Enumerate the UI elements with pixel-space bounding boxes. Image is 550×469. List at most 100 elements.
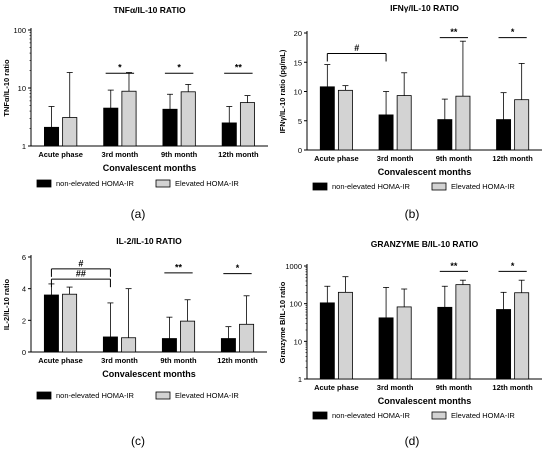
y-tick-label: 10	[18, 84, 26, 93]
significance-marker: **	[450, 27, 458, 37]
significance-marker: *	[177, 63, 181, 73]
bar	[437, 119, 453, 151]
bar	[43, 294, 59, 353]
y-axis-label: IL-2/IL-10 ratio	[2, 278, 11, 330]
y-tick-label: 5	[298, 117, 302, 126]
legend: non-elevated HOMA-IR Elevated HOMA-IR	[36, 391, 239, 400]
x-tick-label: 9th month	[160, 356, 197, 365]
legend-swatch	[312, 411, 328, 420]
y-tick-label: 15	[294, 58, 302, 67]
x-tick-label: 12th month	[492, 154, 533, 163]
bar	[455, 95, 471, 151]
chart-title: IFNγ/IL-10 RATIO	[390, 3, 459, 13]
y-tick-label: 0	[22, 348, 26, 357]
y-tick-label: 1000	[285, 262, 302, 271]
bar	[319, 302, 335, 380]
x-tick-label: 12th month	[492, 383, 533, 392]
y-tick-label: 100	[289, 300, 302, 309]
panel-label: (d)	[405, 434, 420, 448]
x-axis-label: Convalescent months	[378, 396, 472, 406]
bar	[121, 90, 137, 147]
x-tick-label: 9th month	[436, 383, 473, 392]
x-tick-label: 12th month	[218, 150, 259, 159]
y-tick-label: 20	[294, 29, 302, 38]
x-tick-label: 9th month	[436, 154, 473, 163]
bar	[239, 323, 255, 353]
significance-marker: **	[235, 63, 243, 73]
bar	[44, 126, 60, 147]
chart-panel-3: IL-2/IL-10 RATIO 0 2 4 6 IL-2/IL-10 ratio Acut…	[2, 236, 267, 448]
legend-label: non-elevated HOMA-IR	[332, 411, 411, 420]
chart-panel-4: GRANZYME B/IL-10 RATIO 1 10 100 1000 Granzyme…	[278, 239, 542, 448]
significance-marker: *	[511, 27, 515, 37]
bar	[319, 86, 335, 151]
bar	[180, 320, 196, 353]
x-axis-label: Convalescent months	[103, 163, 197, 173]
y-tick-label: 100	[13, 26, 26, 35]
y-tick-label: 4	[22, 285, 26, 294]
legend-swatch	[36, 391, 52, 400]
bar	[378, 114, 394, 151]
y-axis-label: TNFα/IL-10 ratio	[2, 59, 11, 117]
chart-title: GRANZYME B/IL-10 RATIO	[371, 239, 479, 249]
y-tick-label: 1	[22, 142, 26, 151]
bar	[102, 336, 118, 353]
bar	[162, 108, 178, 147]
legend-swatch	[431, 182, 447, 191]
legend: non-elevated HOMA-IR Elevated HOMA-IR	[312, 182, 515, 191]
significance-marker: #	[78, 258, 83, 268]
legend-swatch	[312, 182, 328, 191]
bar	[220, 338, 236, 353]
y-tick-label: 6	[22, 253, 26, 262]
x-tick-label: Acute phase	[38, 150, 83, 159]
legend-swatch	[36, 179, 52, 188]
x-tick-label: 9th month	[161, 150, 198, 159]
legend-label: Elevated HOMA-IR	[175, 179, 239, 188]
legend-label: Elevated HOMA-IR	[451, 182, 515, 191]
bar	[396, 95, 412, 151]
legend-label: non-elevated HOMA-IR	[332, 182, 411, 191]
legend-swatch	[431, 411, 447, 420]
bar	[437, 306, 453, 380]
bar	[455, 284, 471, 380]
legend-swatch	[155, 179, 171, 188]
bar	[496, 309, 512, 380]
chart-panel-1: TNFα/IL-10 RATIO 1 10 100 TNFα/IL-10 ratio Ac…	[2, 5, 268, 221]
y-tick-label: 0	[298, 146, 302, 155]
bar	[496, 119, 512, 151]
legend-label: non-elevated HOMA-IR	[56, 391, 135, 400]
x-tick-label: Acute phase	[314, 154, 359, 163]
chart-title: IL-2/IL-10 RATIO	[116, 236, 182, 246]
bar	[396, 306, 412, 380]
bar	[337, 89, 353, 151]
panel-label: (c)	[131, 434, 145, 448]
y-tick-label: 10	[294, 88, 302, 97]
chart-title: TNFα/IL-10 RATIO	[113, 5, 186, 15]
legend: non-elevated HOMA-IR Elevated HOMA-IR	[312, 411, 515, 420]
panel-label: (b)	[405, 207, 420, 221]
x-tick-label: 3rd month	[102, 150, 139, 159]
bar	[378, 317, 394, 380]
x-axis-label: Convalescent months	[102, 369, 196, 379]
bar	[121, 337, 137, 353]
y-tick-label: 1	[298, 375, 302, 384]
panel-label: (a)	[131, 207, 146, 221]
legend-label: Elevated HOMA-IR	[451, 411, 515, 420]
bar	[62, 293, 78, 353]
significance-marker: *	[511, 261, 515, 271]
legend-label: non-elevated HOMA-IR	[56, 179, 135, 188]
bar	[514, 292, 530, 380]
significance-marker: *	[118, 63, 122, 73]
bar	[161, 338, 177, 353]
bar	[337, 291, 353, 380]
significance-marker: **	[450, 261, 458, 271]
x-tick-label: 3rd month	[101, 356, 138, 365]
x-tick-label: Acute phase	[38, 356, 83, 365]
significance-marker: ##	[76, 269, 86, 279]
chart-panel-2: IFNγ/IL-10 RATIO 0 5 10 15 20 IFNγ/IL-10 ratio…	[278, 3, 542, 221]
y-axis-label: IFNγ/IL-10 ratio (pg/mL)	[278, 49, 287, 133]
bar	[103, 107, 119, 147]
x-tick-label: 3rd month	[377, 154, 414, 163]
y-tick-label: 10	[294, 337, 302, 346]
